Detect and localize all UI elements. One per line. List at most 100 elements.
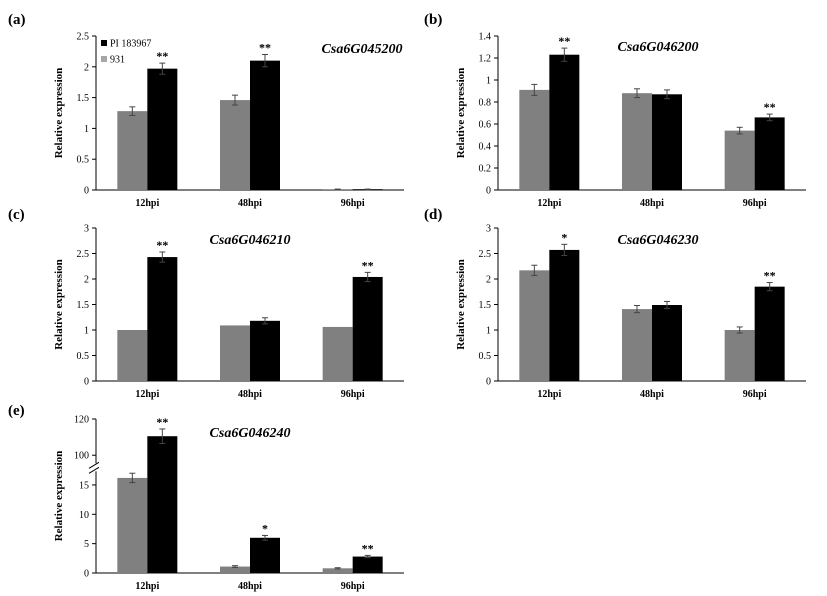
y-tick-label: 3 (486, 224, 491, 235)
x-tick-label: 12hpi (135, 389, 159, 400)
x-tick-label: 12hpi (135, 198, 159, 209)
y-tick-label: 2 (84, 275, 89, 286)
x-tick-label: 12hpi (537, 198, 561, 209)
y-axis-label: Relative expression (455, 259, 467, 350)
y-tick-label: 2.5 (77, 249, 90, 260)
panel-label: (d) (424, 207, 442, 223)
panel-b: 0 0.2 0.4 0.6 0.8 1 1.2 1.4 Relative expression *… (424, 12, 806, 209)
panel-label: (c) (8, 207, 25, 223)
y-tick-label: 0 (486, 377, 491, 388)
y-tick-label: 0.5 (479, 351, 492, 362)
bar-931 (724, 330, 755, 381)
legend-swatch (101, 56, 107, 62)
y-tick-label: 0 (486, 186, 491, 197)
significance-mark: ** (156, 238, 168, 252)
y-tick-label: 0.6 (479, 120, 492, 131)
bar-pi183967 (250, 320, 280, 381)
bar-931 (622, 93, 652, 190)
panel-label: (a) (8, 12, 26, 28)
bar-pi183967 (147, 436, 178, 573)
y-tick-label: 0.4 (479, 142, 492, 153)
y-tick-label: 1 (84, 326, 89, 337)
bar-pi183967 (250, 537, 280, 573)
axis-break-gap (90, 463, 102, 472)
bar-pi183967 (754, 286, 785, 381)
axis-break-mark (88, 461, 100, 469)
bar-pi183967 (352, 556, 383, 573)
bar-pi183967 (147, 68, 178, 190)
y-axis-label: Relative expression (53, 259, 65, 350)
chart-title: Csa6G045200 (322, 42, 403, 57)
bar-931 (622, 309, 652, 381)
bar-931 (220, 566, 250, 573)
bar-pi183967 (147, 257, 178, 381)
significance-mark: * (262, 521, 268, 535)
bar-931 (117, 477, 148, 573)
y-tick-label: 5 (84, 539, 89, 550)
bar-pi183967 (652, 305, 682, 381)
bar-pi183967 (352, 276, 383, 381)
bar-931 (519, 270, 550, 381)
x-tick-label: 96hpi (743, 198, 767, 209)
y-tick-label: 0 (84, 569, 89, 580)
y-tick-label: 0.2 (479, 164, 492, 175)
bar-pi183967 (549, 249, 580, 381)
bar-pi183967 (754, 117, 785, 190)
y-tick-label: 15 (79, 480, 89, 491)
panel-a: 0 0.5 1 1.5 2 2.5 Relative expression ** 12hpi **… (8, 12, 404, 209)
significance-mark: ** (764, 100, 776, 114)
panel-label: (e) (8, 403, 25, 419)
chart-title: Csa6G046230 (618, 233, 699, 248)
panel-c: 0 0.5 1 1.5 2 2.5 3 Relative expression ** 12hpi 4… (8, 207, 404, 400)
y-tick-label: 1.2 (479, 54, 492, 65)
y-axis-label: Relative expression (455, 68, 467, 159)
y-tick-label: 3 (84, 224, 89, 235)
x-tick-label: 12hpi (135, 581, 159, 592)
y-tick-label: 100 (74, 451, 89, 462)
y-tick-label: 1 (84, 124, 89, 135)
x-tick-label: 96hpi (743, 389, 767, 400)
legend-swatch (101, 40, 107, 46)
bar-pi183967 (652, 94, 682, 190)
bar-931 (322, 326, 353, 381)
y-tick-label: 2 (486, 275, 491, 286)
bar-931 (220, 325, 250, 381)
x-tick-label: 96hpi (341, 581, 365, 592)
y-tick-label: 1.5 (77, 93, 90, 104)
bar-931 (117, 330, 148, 381)
panel-e: 0 5 10 15 100 120 Relative expression ** 12hpi * 4… (8, 403, 404, 592)
significance-mark: * (561, 230, 567, 244)
y-tick-label: 1.5 (77, 300, 90, 311)
axis-break-mark (88, 466, 100, 474)
significance-mark: ** (259, 40, 271, 54)
y-tick-label: 2.5 (479, 249, 492, 260)
x-tick-label: 48hpi (238, 581, 262, 592)
y-tick-label: 10 (79, 510, 89, 521)
y-tick-label: 0.5 (77, 351, 90, 362)
chart-title: Csa6G046210 (210, 233, 291, 248)
significance-mark: ** (156, 415, 168, 429)
legend: PI 183967 931 (101, 39, 151, 66)
significance-mark: ** (362, 258, 374, 272)
x-tick-label: 48hpi (640, 389, 664, 400)
y-tick-label: 0.5 (77, 155, 90, 166)
legend-label: 931 (110, 55, 125, 66)
y-tick-label: 0 (84, 377, 89, 388)
bar-931 (724, 130, 755, 190)
y-tick-label: 1.4 (479, 32, 492, 43)
legend-label: PI 183967 (110, 39, 151, 50)
y-tick-label: 2.5 (77, 32, 90, 43)
bar-pi183967 (549, 54, 580, 191)
y-tick-label: 1 (486, 326, 491, 337)
significance-mark: ** (156, 49, 168, 63)
panel-label: (b) (424, 12, 442, 28)
chart-title: Csa6G046200 (618, 40, 699, 55)
chart-title: Csa6G046240 (210, 426, 291, 441)
x-tick-label: 48hpi (640, 198, 664, 209)
x-tick-label: 12hpi (537, 389, 561, 400)
bar-931 (322, 568, 353, 573)
significance-mark: ** (558, 34, 570, 48)
y-tick-label: 1.5 (479, 300, 492, 311)
significance-mark: ** (362, 541, 374, 555)
y-tick-label: 2 (84, 62, 89, 73)
